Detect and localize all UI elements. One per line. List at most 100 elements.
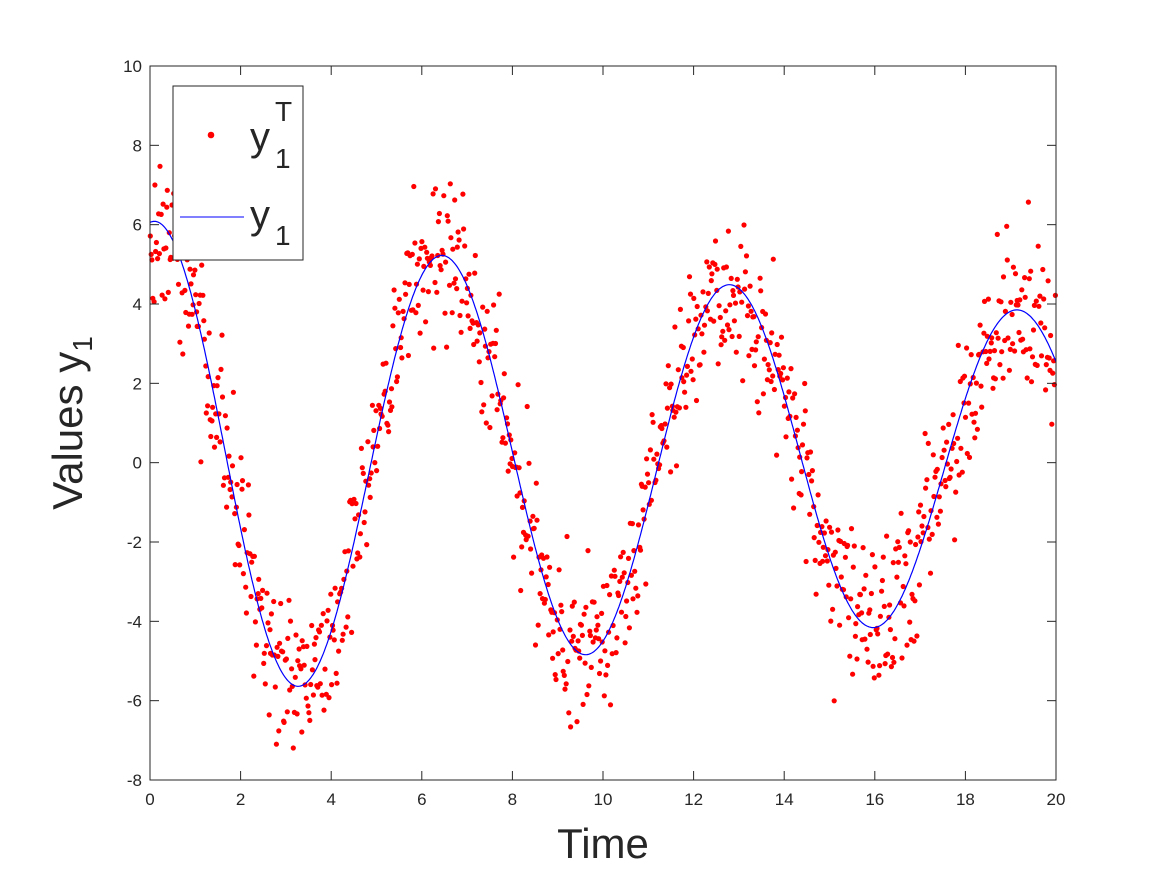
scatter-point [683,404,689,410]
scatter-point [964,450,970,457]
scatter-point [888,664,895,670]
scatter-point [373,408,379,414]
legend-label-line: y [250,193,270,237]
scatter-point [997,362,1003,368]
scatter-point [575,638,581,644]
scatter-point [995,335,1001,341]
scatter-point [159,292,165,298]
scatter-point [630,596,636,602]
scatter-point [287,687,293,693]
scatter-point [898,510,904,516]
scatter-point [879,577,886,584]
scatter-point [307,717,313,724]
scatter-point [492,340,499,347]
scatter-point [690,377,696,383]
scatter-point [1045,278,1051,284]
scatter-point [219,394,226,400]
scatter-point [505,468,511,474]
scatter-point [285,635,291,642]
scatter-point [932,474,938,480]
scatter-point [722,337,728,343]
scatter-point [640,507,646,513]
scatter-point [182,287,188,293]
scatter-point [947,474,953,480]
scatter-point [390,323,396,329]
scatter-point [558,602,564,608]
scatter-point [1038,353,1045,359]
scatter-point [620,549,626,556]
scatter-point [153,248,159,255]
scatter-point [188,281,194,287]
scatter-point [237,562,243,568]
scatter-point [286,597,292,603]
scatter-point [867,631,873,638]
scatter-point [944,439,950,445]
scatter-point [791,505,797,511]
scatter-point [398,344,404,351]
scatter-point [474,338,480,344]
scatter-point [211,444,218,450]
scatter-point [302,682,308,688]
scatter-point [971,419,977,425]
scatter-point [345,548,351,554]
scatter-point [677,306,684,312]
scatter-point [552,672,558,678]
scatter-point [990,385,996,391]
scatter-point [430,191,436,197]
scatter-point [665,363,671,369]
scatter-point [979,404,985,410]
scatter-point [431,345,437,351]
scatter-point [392,305,398,311]
scatter-point [312,657,318,663]
scatter-point [716,303,722,309]
scatter-point [544,554,550,560]
scatter-point [725,228,732,234]
scatter-point [240,571,246,577]
scatter-point [1022,294,1028,300]
scatter-point [807,449,814,455]
scatter-point [821,530,828,536]
scatter-point [1009,311,1015,318]
scatter-point [729,333,735,340]
scatter-point [681,379,687,385]
scatter-point [900,583,906,590]
scatter-point [954,458,960,465]
y-axis-title-subscript: 1 [67,336,98,352]
scatter-point [828,529,835,535]
scatter-point [579,632,586,639]
scatter-point [189,311,195,317]
scatter-point [946,421,952,427]
scatter-point [618,609,625,615]
x-tick-label: 8 [508,790,517,809]
scatter-point [757,275,763,281]
scatter-point [299,729,305,735]
scatter-point [1004,257,1010,263]
scatter-point [489,393,495,399]
scatter-point [336,648,342,654]
scatter-point [256,576,262,582]
scatter-point [409,251,415,257]
scatter-series [147,163,1058,751]
scatter-point [320,611,326,617]
scatter-point [1008,299,1014,305]
scatter-point [989,335,995,341]
scatter-point [545,581,551,588]
scatter-point [1027,346,1033,352]
scatter-point [745,303,752,309]
scatter-point [296,646,302,652]
scatter-point [1043,362,1049,368]
scatter-point [694,303,700,310]
scatter-point [276,728,282,734]
scatter-point [246,512,252,518]
legend: y T 1 y 1 [172,85,304,261]
scatter-point [611,567,617,573]
scatter-point [789,476,795,482]
scatter-point [857,592,864,598]
scatter-point [328,591,334,597]
scatter-point [388,386,395,392]
scatter-point [781,403,788,409]
scatter-point [1022,275,1028,281]
scatter-point [972,435,978,441]
scatter-point [421,263,427,269]
scatter-point [399,355,405,361]
